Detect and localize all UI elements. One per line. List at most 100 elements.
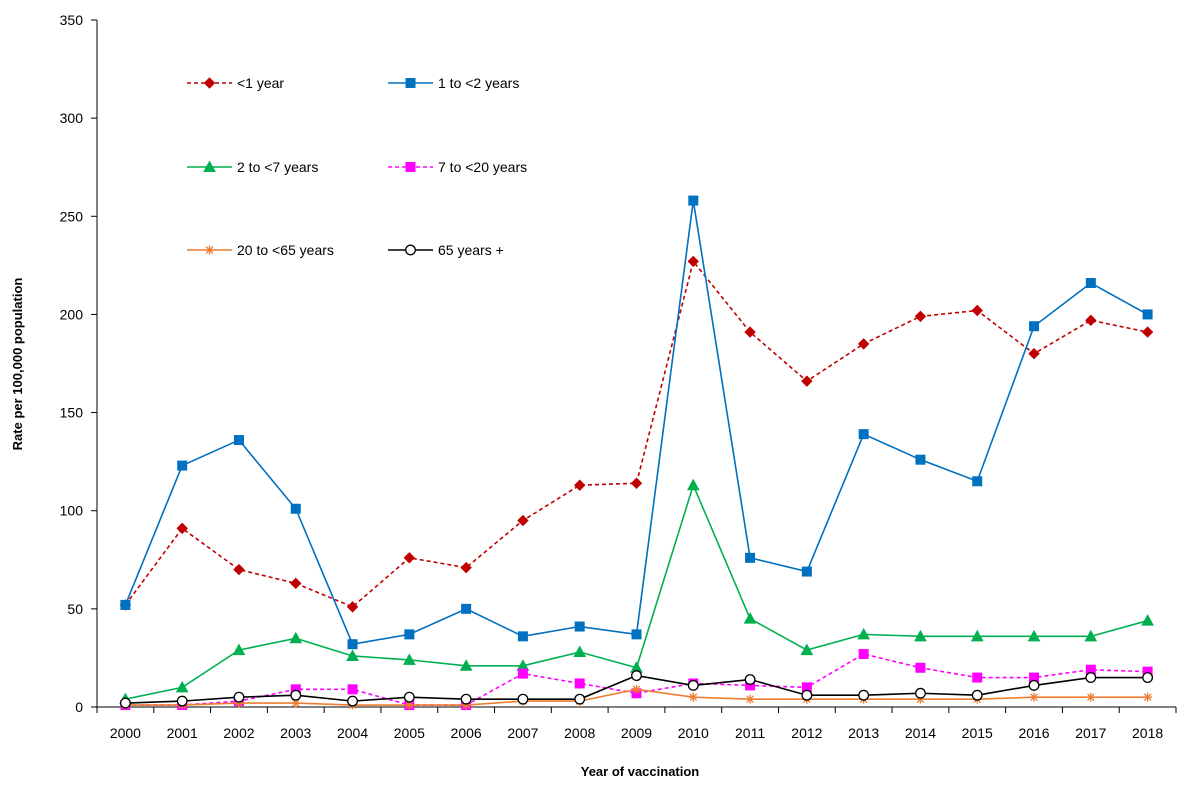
x-tick-label: 2016 <box>1018 725 1049 741</box>
data-point <box>744 326 756 338</box>
data-point <box>688 692 698 702</box>
data-point <box>800 643 814 656</box>
x-tick-label: 2004 <box>337 725 368 741</box>
x-axis-title: Year of vaccination <box>581 764 700 779</box>
legend-label: 20 to <65 years <box>237 242 334 258</box>
x-tick-label: 2018 <box>1132 725 1163 741</box>
data-point <box>233 435 244 446</box>
legend-marker <box>405 244 416 256</box>
data-point <box>290 503 301 514</box>
y-tick-label: 350 <box>60 12 84 28</box>
x-axis-ticks: 2000 2001 2002 2003 2004 2005 2006 2007 2008 2009… <box>96 707 1177 741</box>
x-tick-label: 2008 <box>564 725 595 741</box>
data-point <box>347 695 359 707</box>
y-axis-ticks: 0 50 100 150 200 250 300 350 <box>60 12 97 715</box>
data-point <box>574 693 586 705</box>
x-tick-label: 2007 <box>507 725 538 741</box>
data-point <box>176 695 188 707</box>
data-point <box>1085 672 1097 684</box>
series-0 <box>119 255 1154 613</box>
legend-label: 7 to <20 years <box>438 159 527 175</box>
data-point <box>517 693 529 705</box>
y-axis-title: Rate per 100,000 population <box>10 278 25 451</box>
y-tick-label: 100 <box>60 503 84 519</box>
legend-marker <box>405 78 416 88</box>
data-point <box>801 689 813 701</box>
legend: <1 year 1 to <2 years 2 to <7 years 7 to <2… <box>187 75 527 258</box>
x-tick-label: 2009 <box>621 725 652 741</box>
data-point <box>743 612 757 624</box>
data-point <box>120 599 131 610</box>
data-point <box>744 674 756 685</box>
data-point <box>574 678 585 689</box>
data-point <box>517 514 529 527</box>
data-point <box>460 693 472 705</box>
data-point <box>403 552 416 564</box>
x-tick-label: 2006 <box>451 725 482 741</box>
data-point <box>119 697 131 709</box>
y-tick-label: 0 <box>75 699 83 715</box>
x-tick-label: 2010 <box>678 725 709 741</box>
data-point <box>1027 629 1041 642</box>
data-point <box>688 195 699 206</box>
data-point <box>801 566 812 577</box>
y-tick-label: 200 <box>60 306 84 322</box>
data-point <box>801 375 813 387</box>
series-line <box>124 200 1148 646</box>
data-point <box>631 629 642 640</box>
legend-label: 65 years + <box>438 242 504 258</box>
data-point <box>914 687 926 699</box>
data-point <box>517 631 528 642</box>
data-point <box>632 684 641 694</box>
data-point <box>857 627 871 640</box>
data-point <box>630 477 643 489</box>
data-point <box>1141 326 1154 338</box>
series-1 <box>120 195 1153 650</box>
y-tick-label: 300 <box>60 110 84 126</box>
x-tick-label: 2000 <box>110 725 141 741</box>
series-2 <box>119 478 1154 705</box>
axes <box>96 20 1176 708</box>
legend-item: 1 to <2 years <box>388 75 519 91</box>
data-point <box>402 653 416 665</box>
data-point <box>1029 321 1040 332</box>
data-point <box>177 460 188 471</box>
data-point <box>858 649 869 660</box>
data-point <box>232 643 246 656</box>
y-tick-label: 50 <box>67 601 83 617</box>
data-point <box>346 601 359 613</box>
data-point <box>404 629 415 640</box>
series-5 <box>119 670 1154 709</box>
data-point <box>1085 314 1097 327</box>
data-point <box>459 659 473 671</box>
x-tick-label: 2001 <box>167 725 198 741</box>
data-point <box>972 672 983 683</box>
data-point <box>574 621 585 632</box>
data-point <box>290 577 302 590</box>
data-point <box>233 691 245 703</box>
data-point <box>175 680 189 693</box>
data-point <box>858 689 870 701</box>
data-point <box>972 476 983 487</box>
data-point <box>745 552 756 563</box>
x-tick-label: 2002 <box>223 725 254 741</box>
data-point <box>687 679 699 691</box>
legend-label: <1 year <box>237 75 284 91</box>
data-point <box>176 522 188 535</box>
x-tick-label: 2012 <box>791 725 822 741</box>
data-point <box>574 479 586 491</box>
data-point <box>461 603 472 614</box>
y-tick-label: 250 <box>60 208 84 224</box>
y-tick-label: 150 <box>60 405 84 421</box>
x-tick-label: 2015 <box>962 725 993 741</box>
data-point <box>347 639 358 650</box>
data-point <box>517 668 528 679</box>
data-point <box>460 561 472 574</box>
data-point <box>1143 692 1153 702</box>
data-point <box>631 670 642 682</box>
x-tick-label: 2011 <box>735 725 765 741</box>
data-point <box>745 694 755 704</box>
data-point <box>970 629 984 642</box>
